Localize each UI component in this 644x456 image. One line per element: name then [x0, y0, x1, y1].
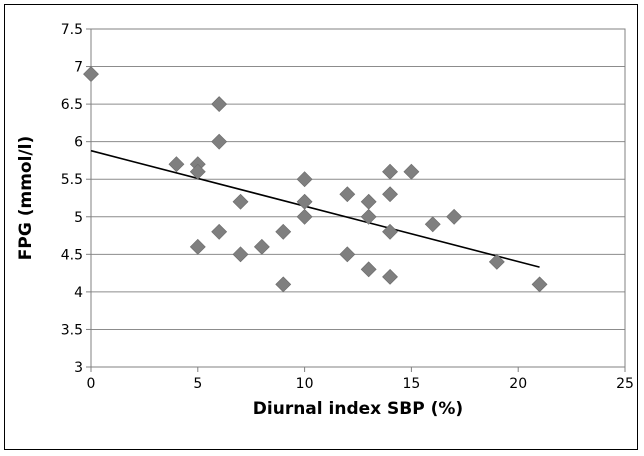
- gridlines: [91, 28, 625, 368]
- data-point-25: [403, 163, 420, 180]
- data-point-16: [339, 186, 356, 203]
- data-point-29: [531, 276, 548, 293]
- data-point-6: [211, 133, 228, 150]
- trendline: [90, 149, 540, 268]
- x-tick-label: 20: [509, 376, 527, 392]
- data-point-21: [382, 163, 398, 180]
- data-point-12: [275, 276, 292, 293]
- y-tick-label: 7.5: [61, 22, 83, 38]
- y-axis-ticks: 3 3.5 4 4.5 5 5.5 6 6.5 7 7.5: [61, 22, 91, 376]
- data-point-27: [446, 208, 463, 225]
- data-point-3: [189, 163, 206, 180]
- x-tick-label: 5: [193, 376, 202, 392]
- y-tick-label: 6: [74, 135, 83, 151]
- data-points: [83, 66, 548, 293]
- data-point-24: [382, 268, 398, 285]
- data-point-9: [232, 246, 249, 263]
- data-point-17: [339, 246, 356, 263]
- y-tick-label: 3: [74, 360, 83, 376]
- y-tick-label: 4.5: [61, 247, 83, 263]
- data-point-22: [382, 186, 398, 203]
- data-point-20: [360, 261, 377, 278]
- data-point-19: [360, 208, 377, 225]
- plot-area-border: [90, 28, 626, 368]
- x-tick-label: 0: [87, 376, 96, 392]
- x-tick-label: 10: [296, 376, 314, 392]
- y-tick-label: 3.5: [61, 322, 83, 338]
- data-point-23: [382, 223, 398, 240]
- chart-frame: [4, 4, 638, 450]
- data-point-28: [488, 253, 505, 270]
- data-point-10: [253, 238, 270, 255]
- x-tick-label: 25: [616, 376, 634, 392]
- x-axis-ticks: 0 5 10 15 20 25: [87, 367, 634, 392]
- x-axis-title: Diurnal index SBP (%): [253, 399, 463, 419]
- y-tick-label: 7: [74, 60, 83, 76]
- y-tick-label: 5: [74, 210, 83, 226]
- data-point-4: [189, 238, 206, 255]
- data-point-11: [275, 223, 292, 240]
- data-point-18: [360, 193, 377, 210]
- data-point-5: [211, 96, 228, 113]
- data-point-8: [232, 193, 249, 210]
- x-tick-label: 15: [402, 376, 420, 392]
- y-tick-label: 6.5: [61, 97, 83, 113]
- y-tick-label: 4: [74, 285, 83, 301]
- data-point-13: [296, 171, 313, 188]
- y-tick-label: 5.5: [61, 172, 83, 188]
- data-point-7: [211, 223, 228, 240]
- data-point-26: [424, 216, 441, 233]
- data-point-1: [168, 156, 185, 173]
- data-point-0: [83, 66, 99, 82]
- data-point-15: [296, 208, 313, 225]
- y-axis-title: FPG (mmol/l): [16, 136, 36, 260]
